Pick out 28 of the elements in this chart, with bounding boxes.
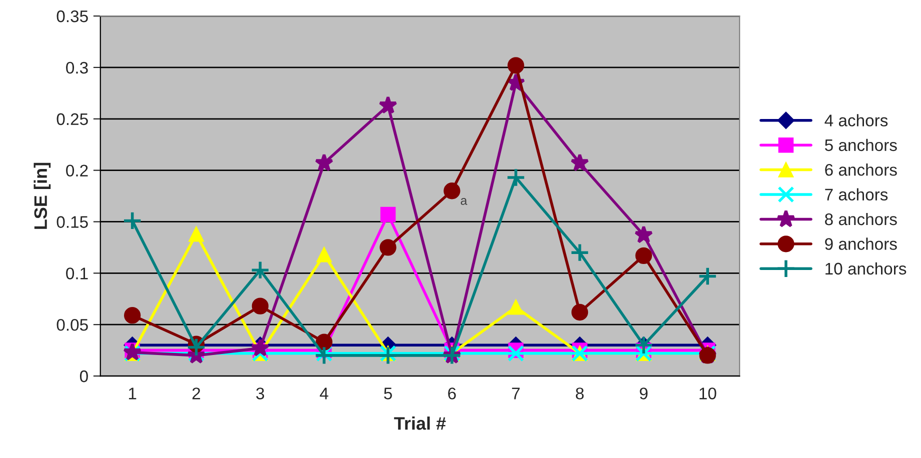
legend-label: 10 anchors (826, 262, 906, 275)
legend-label: 6 anchors (825, 164, 897, 176)
x-tick-label: 5 (384, 388, 392, 400)
y-tick-label: 0.15 (56, 216, 88, 228)
x-tick-label: 3 (256, 388, 264, 400)
legend-label: 4 achors (824, 114, 888, 126)
legend-label: 7 achors (825, 188, 888, 200)
y-tick-label: 0.3 (66, 62, 88, 74)
legend-label: 5 anchors (824, 138, 897, 152)
x-tick-label: 8 (576, 388, 584, 400)
y-tick-label: 0.1 (66, 268, 88, 280)
x-tick-label: 1 (128, 388, 136, 400)
y-axis-title: LSE [in] (34, 162, 51, 229)
x-tick-label: 10 (700, 388, 716, 400)
x-tick-label: 4 (320, 388, 328, 400)
y-tick-label: 0.35 (56, 10, 88, 22)
x-tick-label: 7 (512, 388, 520, 400)
legend-label: 8 anchors (825, 212, 897, 226)
y-tick-label: 0 (80, 370, 88, 382)
x-axis-title: Trial # (394, 416, 446, 430)
x-tick-label: 6 (448, 388, 456, 400)
legend-label: 9 anchors (825, 238, 897, 250)
annotation: a (460, 198, 468, 205)
y-tick-label: 0.2 (66, 164, 88, 177)
x-tick-label: 2 (192, 388, 200, 400)
x-tick-label: 9 (640, 388, 648, 400)
y-tick-label: 0.05 (56, 318, 88, 331)
y-tick-label: 0.25 (56, 113, 88, 126)
